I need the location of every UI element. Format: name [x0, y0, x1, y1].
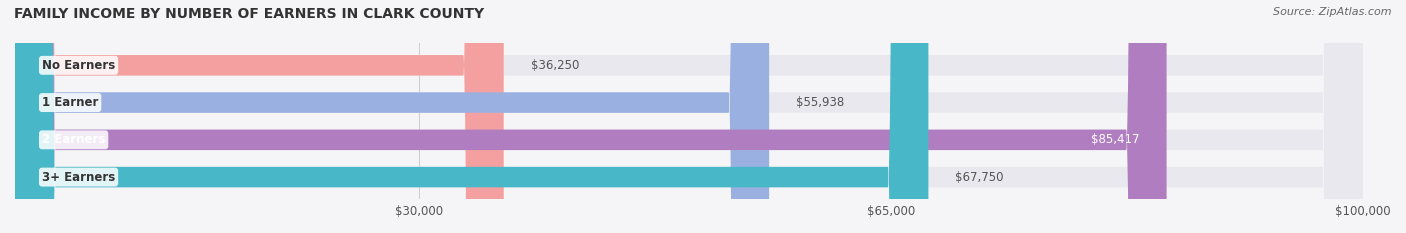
Text: 2 Earners: 2 Earners — [42, 133, 105, 146]
FancyBboxPatch shape — [15, 0, 1364, 233]
FancyBboxPatch shape — [15, 0, 928, 233]
FancyBboxPatch shape — [15, 0, 1364, 233]
Text: No Earners: No Earners — [42, 59, 115, 72]
Text: $67,750: $67,750 — [955, 171, 1004, 184]
FancyBboxPatch shape — [15, 0, 1167, 233]
Text: Source: ZipAtlas.com: Source: ZipAtlas.com — [1274, 7, 1392, 17]
FancyBboxPatch shape — [15, 0, 769, 233]
FancyBboxPatch shape — [15, 0, 1364, 233]
FancyBboxPatch shape — [15, 0, 503, 233]
Text: FAMILY INCOME BY NUMBER OF EARNERS IN CLARK COUNTY: FAMILY INCOME BY NUMBER OF EARNERS IN CL… — [14, 7, 484, 21]
Text: 3+ Earners: 3+ Earners — [42, 171, 115, 184]
Text: $85,417: $85,417 — [1091, 133, 1140, 146]
Text: $55,938: $55,938 — [796, 96, 845, 109]
Text: 1 Earner: 1 Earner — [42, 96, 98, 109]
Text: $36,250: $36,250 — [530, 59, 579, 72]
FancyBboxPatch shape — [15, 0, 1364, 233]
